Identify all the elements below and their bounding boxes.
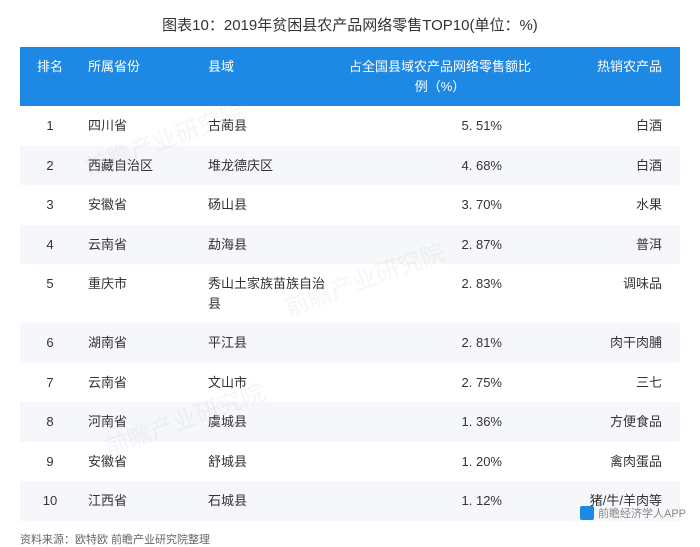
cell-rank: 9	[20, 442, 80, 482]
cell-product: 方便食品	[540, 402, 680, 442]
table-row: 8 河南省 虞城县 1. 36% 方便食品	[20, 402, 680, 442]
col-product: 热销农产品	[540, 47, 680, 106]
cell-pct: 2. 81%	[340, 323, 540, 363]
table-row: 1 四川省 古蔺县 5. 51% 白酒	[20, 106, 680, 146]
cell-pct: 3. 70%	[340, 185, 540, 225]
app-icon	[580, 506, 594, 520]
cell-county: 勐海县	[200, 225, 340, 265]
table-row: 2 西藏自治区 堆龙德庆区 4. 68% 白酒	[20, 146, 680, 186]
cell-province: 江西省	[80, 481, 200, 521]
col-pct: 占全国县域农产品网络零售额比例（%）	[340, 47, 540, 106]
cell-rank: 10	[20, 481, 80, 521]
table-row: 6 湖南省 平江县 2. 81% 肉干肉脯	[20, 323, 680, 363]
data-table: 排名 所属省份 县域 占全国县域农产品网络零售额比例（%） 热销农产品 1 四川…	[20, 47, 680, 521]
table-body: 1 四川省 古蔺县 5. 51% 白酒 2 西藏自治区 堆龙德庆区 4. 68%…	[20, 106, 680, 521]
cell-county: 虞城县	[200, 402, 340, 442]
cell-product: 白酒	[540, 146, 680, 186]
cell-rank: 5	[20, 264, 80, 323]
table-row: 5 重庆市 秀山土家族苗族自治县 2. 83% 调味品	[20, 264, 680, 323]
source-label: 资料来源：欧特欧 前瞻产业研究院整理	[0, 521, 700, 547]
cell-pct: 1. 36%	[340, 402, 540, 442]
cell-county: 砀山县	[200, 185, 340, 225]
cell-province: 重庆市	[80, 264, 200, 323]
table-container: 排名 所属省份 县域 占全国县域农产品网络零售额比例（%） 热销农产品 1 四川…	[20, 47, 680, 521]
cell-province: 云南省	[80, 225, 200, 265]
cell-pct: 1. 20%	[340, 442, 540, 482]
cell-pct: 4. 68%	[340, 146, 540, 186]
cell-product: 肉干肉脯	[540, 323, 680, 363]
cell-county: 秀山土家族苗族自治县	[200, 264, 340, 323]
cell-product: 禽肉蛋品	[540, 442, 680, 482]
cell-pct: 2. 83%	[340, 264, 540, 323]
cell-county: 古蔺县	[200, 106, 340, 146]
cell-pct: 1. 12%	[340, 481, 540, 521]
cell-province: 安徽省	[80, 185, 200, 225]
cell-province: 云南省	[80, 363, 200, 403]
cell-county: 平江县	[200, 323, 340, 363]
cell-province: 安徽省	[80, 442, 200, 482]
cell-product: 三七	[540, 363, 680, 403]
cell-pct: 2. 87%	[340, 225, 540, 265]
watermark-text: 前瞻经济学人APP	[598, 505, 686, 521]
cell-rank: 7	[20, 363, 80, 403]
cell-rank: 1	[20, 106, 80, 146]
col-province: 所属省份	[80, 47, 200, 106]
table-row: 9 安徽省 舒城县 1. 20% 禽肉蛋品	[20, 442, 680, 482]
cell-pct: 2. 75%	[340, 363, 540, 403]
cell-province: 湖南省	[80, 323, 200, 363]
cell-county: 堆龙德庆区	[200, 146, 340, 186]
cell-province: 四川省	[80, 106, 200, 146]
app-watermark: 前瞻经济学人APP	[580, 505, 686, 521]
chart-title: 图表10：2019年贫困县农产品网络零售TOP10(单位：%)	[0, 0, 700, 47]
cell-rank: 2	[20, 146, 80, 186]
cell-rank: 8	[20, 402, 80, 442]
cell-pct: 5. 51%	[340, 106, 540, 146]
table-header-row: 排名 所属省份 县域 占全国县域农产品网络零售额比例（%） 热销农产品	[20, 47, 680, 106]
cell-county: 石城县	[200, 481, 340, 521]
cell-rank: 6	[20, 323, 80, 363]
cell-county: 舒城县	[200, 442, 340, 482]
table-row: 7 云南省 文山市 2. 75% 三七	[20, 363, 680, 403]
cell-rank: 3	[20, 185, 80, 225]
cell-product: 白酒	[540, 106, 680, 146]
col-rank: 排名	[20, 47, 80, 106]
cell-province: 西藏自治区	[80, 146, 200, 186]
col-county: 县域	[200, 47, 340, 106]
table-row: 4 云南省 勐海县 2. 87% 普洱	[20, 225, 680, 265]
cell-product: 水果	[540, 185, 680, 225]
table-row: 3 安徽省 砀山县 3. 70% 水果	[20, 185, 680, 225]
cell-product: 调味品	[540, 264, 680, 323]
cell-rank: 4	[20, 225, 80, 265]
cell-product: 普洱	[540, 225, 680, 265]
cell-province: 河南省	[80, 402, 200, 442]
cell-county: 文山市	[200, 363, 340, 403]
